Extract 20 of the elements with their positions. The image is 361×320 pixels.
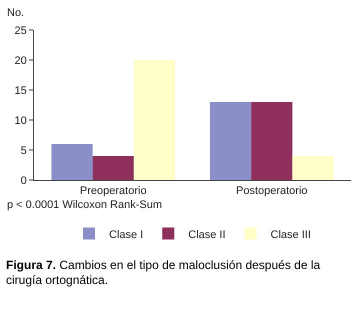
y-tick-label: 20 xyxy=(14,54,27,67)
bar xyxy=(134,60,176,180)
x-tick-label: Preoperatorio xyxy=(80,185,147,198)
y-tick-label: 25 xyxy=(14,24,27,37)
y-axis-title: No. xyxy=(7,7,24,19)
bar xyxy=(92,156,134,180)
legend-label: Clase III xyxy=(270,228,311,241)
bar xyxy=(210,102,252,180)
text: Figura 7. Cambios en el tipo de maloclusión después de la cirugía ortognática. xyxy=(6,258,320,287)
legend-label: Clase I xyxy=(109,228,144,241)
legend-label: Clase II xyxy=(188,228,226,241)
y-tick-label: 0 xyxy=(20,174,27,187)
y-tick-label: 10 xyxy=(14,114,27,127)
text: p < 0.0001 Wilcoxon Rank-Sum xyxy=(7,199,162,211)
y-tick-label: 15 xyxy=(14,84,27,97)
x-tick-label: Postoperatorio xyxy=(236,185,308,198)
bar xyxy=(51,144,93,180)
y-tick-label: 5 xyxy=(20,144,27,157)
bar xyxy=(251,102,292,180)
bar xyxy=(292,156,334,180)
